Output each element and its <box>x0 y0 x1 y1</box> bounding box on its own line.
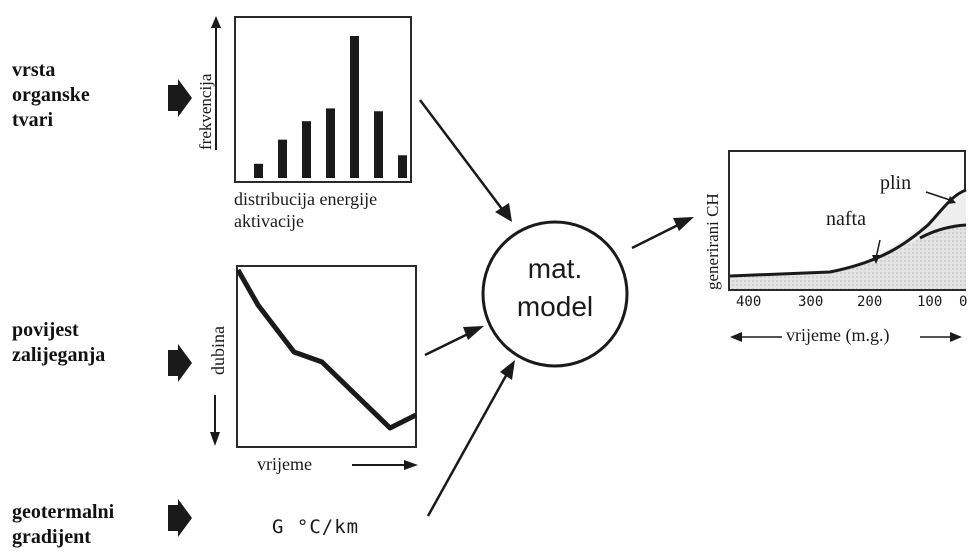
output-label-oil: nafta <box>826 208 866 230</box>
gas-label-leader <box>925 191 951 201</box>
arrow-geothermal-to-model <box>426 371 510 517</box>
histogram-bar <box>350 36 359 178</box>
histogram-xlabel: distribucija energije aktivacije <box>234 189 378 231</box>
histogram-frame <box>234 16 412 183</box>
arrow-burial-to-model <box>424 330 473 357</box>
histogram-y-arrowhead <box>211 16 221 28</box>
output-tick-200: 200 <box>857 294 883 310</box>
histogram-bar <box>326 108 335 178</box>
arrowhead-burial-to-model <box>463 326 484 340</box>
histogram-bar <box>278 139 287 178</box>
output-label-gas: plin <box>880 172 912 194</box>
output-tick-300: 300 <box>798 294 824 310</box>
output-time-arrowhead-left <box>730 332 742 342</box>
arrowhead-geothermal-to-model <box>500 360 515 380</box>
input-label-geothermal-gradient: geotermalni gradijent <box>12 501 115 548</box>
output-ylabel: generirani CH <box>703 193 722 290</box>
output-xlabel: vrijeme (m.g.) <box>786 325 890 345</box>
arrow-histogram-to-model <box>419 99 506 214</box>
arrowhead-model-to-output <box>673 217 694 231</box>
histogram-bar <box>374 111 383 178</box>
block-arrow-geothermal <box>168 499 192 537</box>
burial-curve <box>235 268 418 431</box>
oil-label-arrowhead <box>872 255 880 264</box>
burial-time-arrowhead <box>404 460 418 470</box>
burial-xlabel: vrijeme <box>257 454 312 474</box>
geothermal-text: G °C/km <box>272 516 360 538</box>
model-label-line2: model <box>516 291 594 322</box>
gas-label-arrowhead <box>947 196 956 204</box>
burial-frame <box>236 265 417 448</box>
input-label-organic-matter: vrsta organske tvari <box>12 59 90 131</box>
output-tick-0: 0 <box>959 294 968 310</box>
burial-depth-arrowhead <box>210 432 220 446</box>
arrow-model-to-output <box>631 222 681 250</box>
output-oil-area <box>730 225 966 289</box>
histogram-bar <box>302 121 311 178</box>
model-circle <box>481 220 629 368</box>
model-label-line1: mat. <box>527 253 583 284</box>
block-arrow-burial <box>168 344 192 382</box>
input-label-burial-history: povijest zalijeganja <box>12 319 106 366</box>
output-oil-curve <box>919 223 967 240</box>
arrowhead-histogram-to-model <box>495 203 512 222</box>
model-label: mat. model <box>483 250 627 326</box>
output-tick-100: 100 <box>917 294 943 310</box>
output-time-arrowhead-right <box>950 332 962 342</box>
histogram-bar <box>398 155 407 178</box>
output-tick-400: 400 <box>736 294 762 310</box>
block-arrow-organic <box>168 79 192 117</box>
histogram-bar <box>254 163 263 178</box>
